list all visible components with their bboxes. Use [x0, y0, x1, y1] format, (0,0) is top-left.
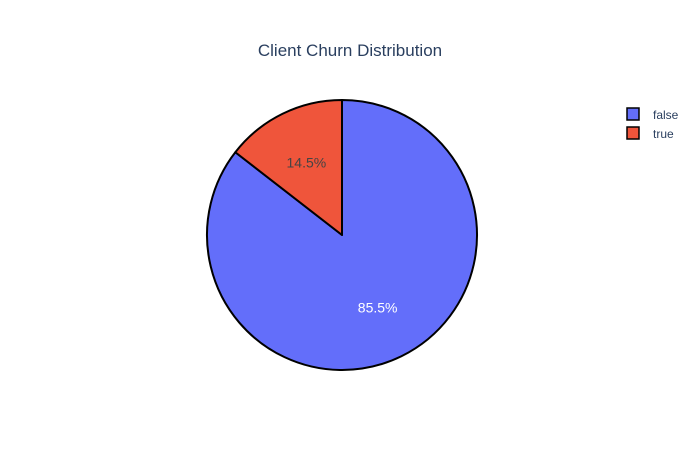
legend: false true: [626, 107, 679, 141]
slice-label-false: 85.5%: [358, 300, 398, 316]
pie-slice-labels: 85.5% 14.5%: [287, 154, 398, 315]
legend-swatch-true: [626, 126, 640, 140]
legend-item-false[interactable]: false: [626, 107, 679, 122]
slice-label-true: 14.5%: [287, 154, 327, 170]
pie-slices: [206, 99, 478, 371]
legend-item-true[interactable]: true: [626, 126, 674, 141]
pie-slice-true[interactable]: [234, 99, 343, 236]
legend-label-false: false: [653, 108, 679, 122]
legend-label-true: true: [653, 127, 674, 141]
chart-title: Client Churn Distribution: [258, 41, 442, 60]
legend-swatch-false: [626, 107, 640, 121]
